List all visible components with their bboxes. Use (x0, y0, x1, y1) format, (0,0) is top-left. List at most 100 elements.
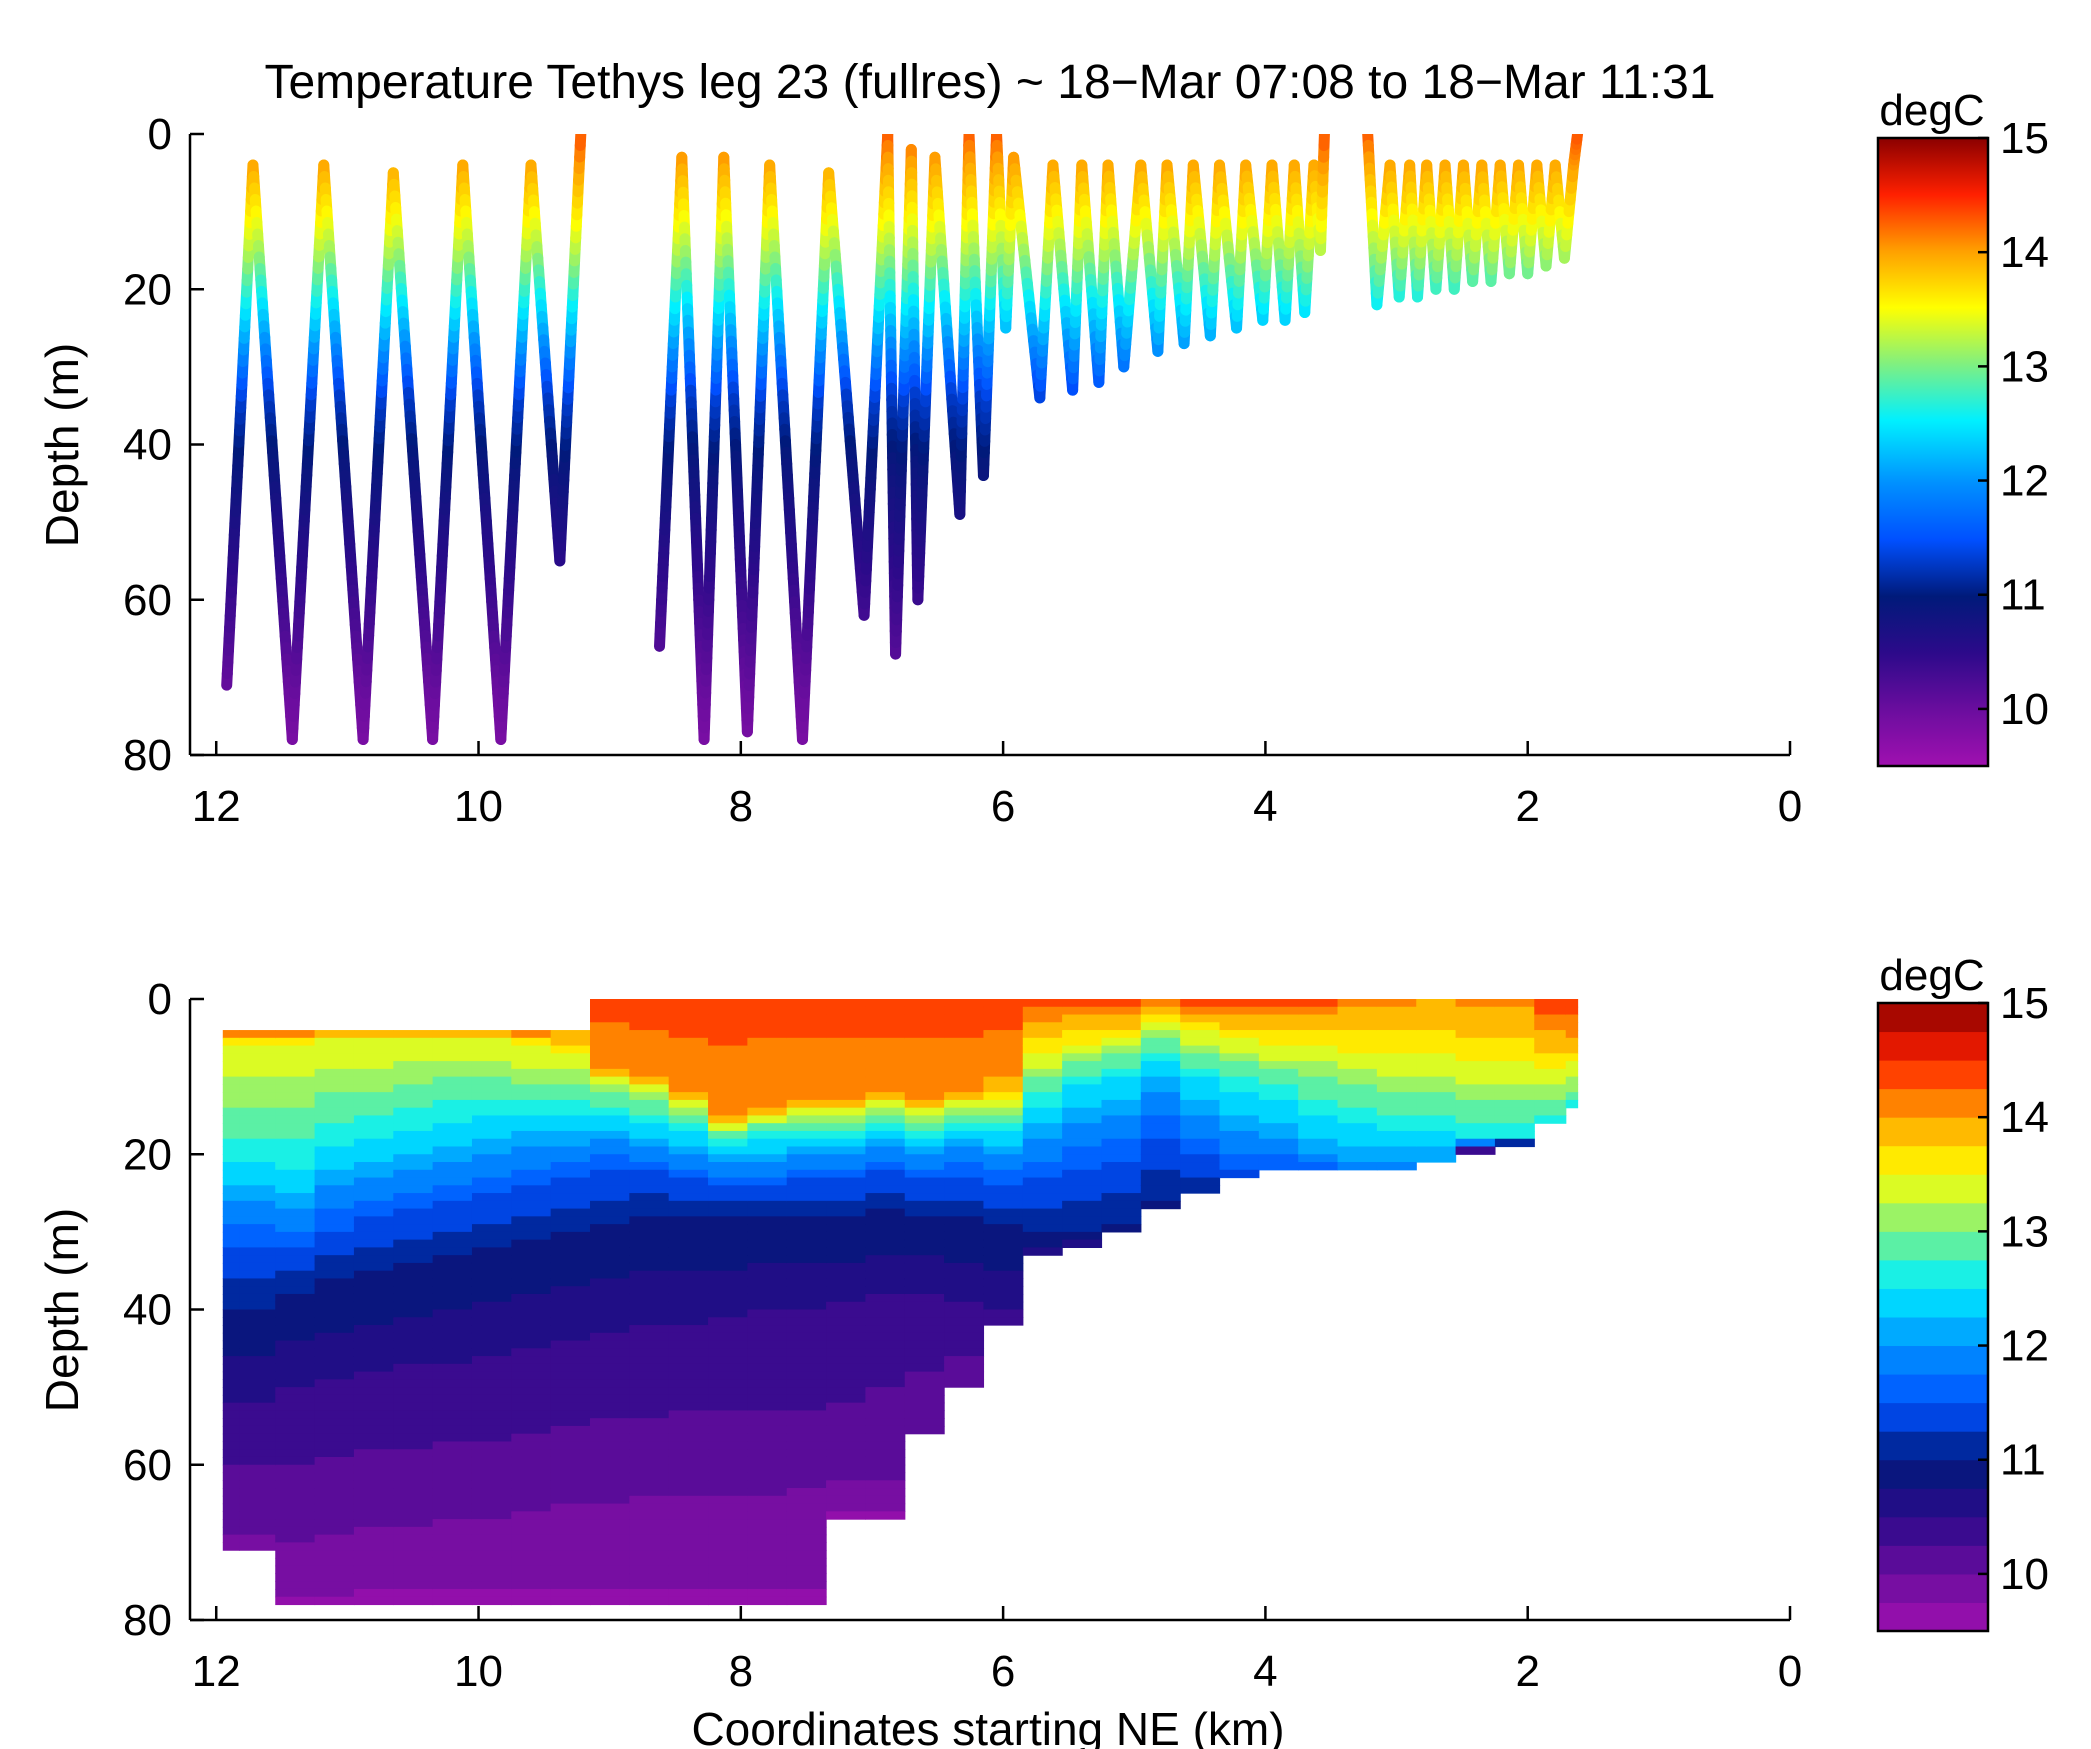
section-cell (222, 1138, 240, 1148)
section-cell (393, 1410, 434, 1419)
section-cell (983, 1177, 1024, 1186)
section-cell (275, 1099, 316, 1109)
section-cell (826, 1425, 867, 1435)
top-x-tick-label: 8 (729, 782, 753, 831)
section-cell (471, 1410, 512, 1419)
section-cell (904, 1301, 945, 1311)
section-cell (393, 1495, 434, 1505)
section-cell (1494, 1045, 1535, 1054)
section-cell (1140, 1130, 1181, 1140)
section-cell (944, 1185, 985, 1194)
section-cell (550, 1456, 591, 1466)
section-cell (353, 1130, 394, 1140)
section-cell (471, 1425, 512, 1435)
section-cell (1455, 1130, 1496, 1140)
section-cell (239, 1247, 276, 1256)
section-cell (1101, 1154, 1142, 1163)
section-cell (826, 1208, 867, 1217)
section-cell (275, 1301, 316, 1311)
section-cell (511, 1130, 552, 1140)
section-cell (353, 1542, 394, 1551)
section-cell (314, 1488, 355, 1497)
section-cell (629, 1255, 670, 1264)
section-cell (668, 1317, 709, 1326)
section-cell (471, 1092, 512, 1101)
section-cell (1258, 999, 1299, 1008)
bottom-colorbar-label: degC (1879, 951, 1984, 1000)
section-cell (222, 1177, 240, 1186)
section-cell (1180, 1154, 1221, 1163)
section-cell (511, 1068, 552, 1078)
section-cell (826, 1348, 867, 1357)
section-cell (668, 1084, 709, 1093)
section-cell (222, 1162, 240, 1171)
bottom-x-tick-label: 0 (1778, 1647, 1802, 1696)
section-cell (786, 1278, 827, 1287)
section-cell (1140, 1146, 1181, 1155)
section-cell (471, 1394, 512, 1404)
section-cell (393, 1348, 434, 1357)
section-cell (1022, 1130, 1063, 1140)
section-cell (550, 1053, 591, 1062)
top-colorbar-tick-label: 11 (2000, 571, 2046, 620)
section-cell (904, 1030, 945, 1039)
section-cell (511, 1356, 552, 1365)
section-cell (393, 1068, 434, 1078)
bottom-x-tick-label: 2 (1515, 1647, 1539, 1696)
section-cell (786, 1154, 827, 1163)
section-cell (353, 1402, 394, 1412)
section-cell (668, 1239, 709, 1248)
section-cell (239, 1115, 276, 1124)
section-cell (222, 1084, 240, 1093)
section-cell (1376, 1162, 1417, 1171)
section-cell (708, 1573, 748, 1582)
section-cell (708, 1511, 748, 1520)
section-cell (550, 1045, 591, 1054)
section-cell (511, 1317, 552, 1326)
section-cell (353, 1356, 394, 1365)
section-cell (668, 1092, 709, 1101)
section-cell (590, 1363, 630, 1373)
section-cell (983, 1084, 1024, 1093)
section-cell (222, 1239, 240, 1248)
section-cell (471, 1456, 512, 1466)
section-cell (239, 1053, 276, 1062)
section-cell (708, 1309, 748, 1318)
section-cell (471, 1130, 512, 1140)
section-cell (1101, 1115, 1142, 1124)
section-cell (511, 1224, 552, 1233)
section-cell (786, 1200, 827, 1210)
section-cell (786, 1076, 827, 1085)
section-cell (708, 1068, 748, 1078)
section-cell (826, 1061, 867, 1070)
section-cell (471, 1565, 512, 1575)
section-cell (1022, 1022, 1063, 1031)
section-cell (393, 1472, 434, 1481)
section-cell (550, 1037, 591, 1047)
section-cell (1062, 1061, 1103, 1070)
section-cell (983, 1107, 1024, 1117)
top-x-tick-label: 12 (192, 782, 241, 831)
section-cell (708, 1394, 748, 1404)
section-cell (944, 1014, 985, 1023)
section-cell (550, 1123, 591, 1132)
section-cell (353, 1301, 394, 1311)
section-cell (1416, 1076, 1457, 1085)
section-cell (1416, 999, 1457, 1008)
section-cell (1455, 1107, 1496, 1117)
section-cell (432, 1565, 473, 1575)
section-cell (550, 1542, 591, 1551)
section-cell (629, 1550, 670, 1559)
section-cell (239, 1301, 276, 1311)
bottom-colorbar-band (1878, 1060, 1988, 1090)
section-cell (471, 1348, 512, 1357)
section-cell (904, 1146, 945, 1155)
section-cell (353, 1565, 394, 1575)
section-cell (786, 1588, 827, 1598)
section-cell (314, 1325, 355, 1334)
section-cell (668, 1387, 709, 1396)
section-cell (668, 1169, 709, 1179)
section-cell (550, 1526, 591, 1536)
section-cell (668, 1107, 709, 1117)
section-cell (239, 1495, 276, 1505)
